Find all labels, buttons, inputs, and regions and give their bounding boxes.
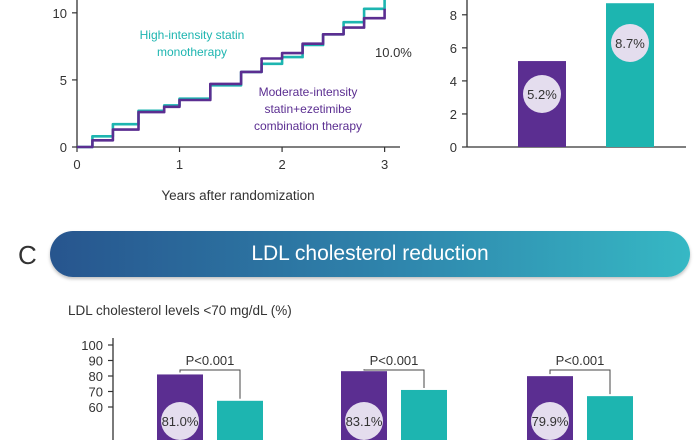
y-tick-label: 10 [53, 6, 67, 21]
x-axis-label: Years after randomization [161, 188, 314, 203]
y-tick-label: 8 [450, 8, 457, 23]
value-label-circle [345, 402, 383, 440]
y-tick-label: 60 [89, 400, 103, 415]
y-tick-label: 70 [89, 385, 103, 400]
line-series-combination [77, 8, 386, 149]
panel-letter: C [18, 240, 37, 270]
x-tick-label: 0 [73, 157, 80, 172]
y-tick-label: 0 [60, 140, 67, 155]
p-value-label: P<0.001 [370, 353, 419, 368]
significance-bracket [179, 369, 241, 399]
p-value-label: P<0.001 [556, 353, 605, 368]
series-label-line1: Moderate-intensity [259, 85, 358, 99]
value-label: 81.0% [162, 414, 199, 429]
series-label-line2: statin+ezetimibe [264, 102, 351, 116]
p-value-label: P<0.001 [186, 353, 235, 368]
y-tick-label: 90 [89, 354, 103, 369]
banner-title: LDL cholesterol reduction [251, 242, 489, 265]
series-label-line3: combination therapy [254, 119, 362, 133]
section-banner: LDL cholesterol reduction [50, 231, 690, 277]
value-label-circle [531, 402, 569, 440]
y-tick-label: 80 [89, 369, 103, 384]
endpoint-annotation: 10.0% [375, 45, 412, 60]
chart-title: LDL cholesterol levels <70 mg/dL (%) [68, 303, 292, 318]
series-label-line2: monotherapy [157, 45, 227, 59]
y-tick-label: 0 [450, 140, 457, 155]
series-label-line1: High-intensity statin [140, 28, 245, 42]
value-label-circle [161, 402, 199, 440]
significance-bracket [549, 369, 611, 395]
y-tick-label: 4 [450, 74, 457, 89]
value-label: 8.7% [615, 36, 645, 51]
bar-high-intensity [217, 400, 263, 440]
y-tick-label: 6 [450, 41, 457, 56]
value-label-circle [523, 75, 561, 113]
y-tick-label: 2 [450, 107, 457, 122]
value-label-circle [611, 24, 649, 62]
significance-bracket [363, 369, 425, 388]
y-tick-label: 100 [81, 338, 103, 353]
x-tick-label: 2 [278, 157, 285, 172]
bar-high-intensity [587, 396, 633, 440]
value-label: 83.1% [346, 414, 383, 429]
bar-high-intensity [401, 389, 447, 440]
x-tick-label: 3 [381, 157, 388, 172]
x-tick-label: 1 [176, 157, 183, 172]
value-label: 5.2% [527, 87, 557, 102]
y-tick-label: 5 [60, 73, 67, 88]
value-label: 79.9% [532, 414, 569, 429]
